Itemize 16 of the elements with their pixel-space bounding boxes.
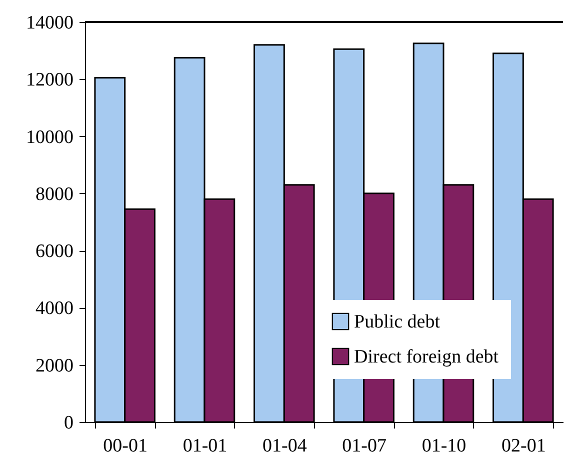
y-tick-label: 4000 — [36, 298, 74, 320]
x-tick-label: 01-07 — [342, 436, 386, 456]
x-tick-label: 00-01 — [103, 436, 148, 456]
y-tick-label: 14000 — [26, 12, 74, 34]
x-tick-label: 02-01 — [502, 436, 546, 456]
y-tick-label: 2000 — [36, 355, 74, 376]
y-tick-label: 0 — [64, 412, 74, 434]
y-tick-label: 8000 — [36, 184, 74, 205]
y-tick-label: 10000 — [26, 126, 74, 148]
x-tick-label: 01-10 — [422, 436, 466, 456]
legend-label: Public debt — [354, 312, 441, 332]
y-tick-label: 6000 — [36, 241, 74, 262]
y-tick-label: 12000 — [26, 70, 74, 91]
legend-label: Direct foreign debt — [354, 346, 500, 368]
x-tick-label: 01-01 — [182, 436, 228, 456]
x-tick-label: 01-04 — [262, 436, 308, 456]
